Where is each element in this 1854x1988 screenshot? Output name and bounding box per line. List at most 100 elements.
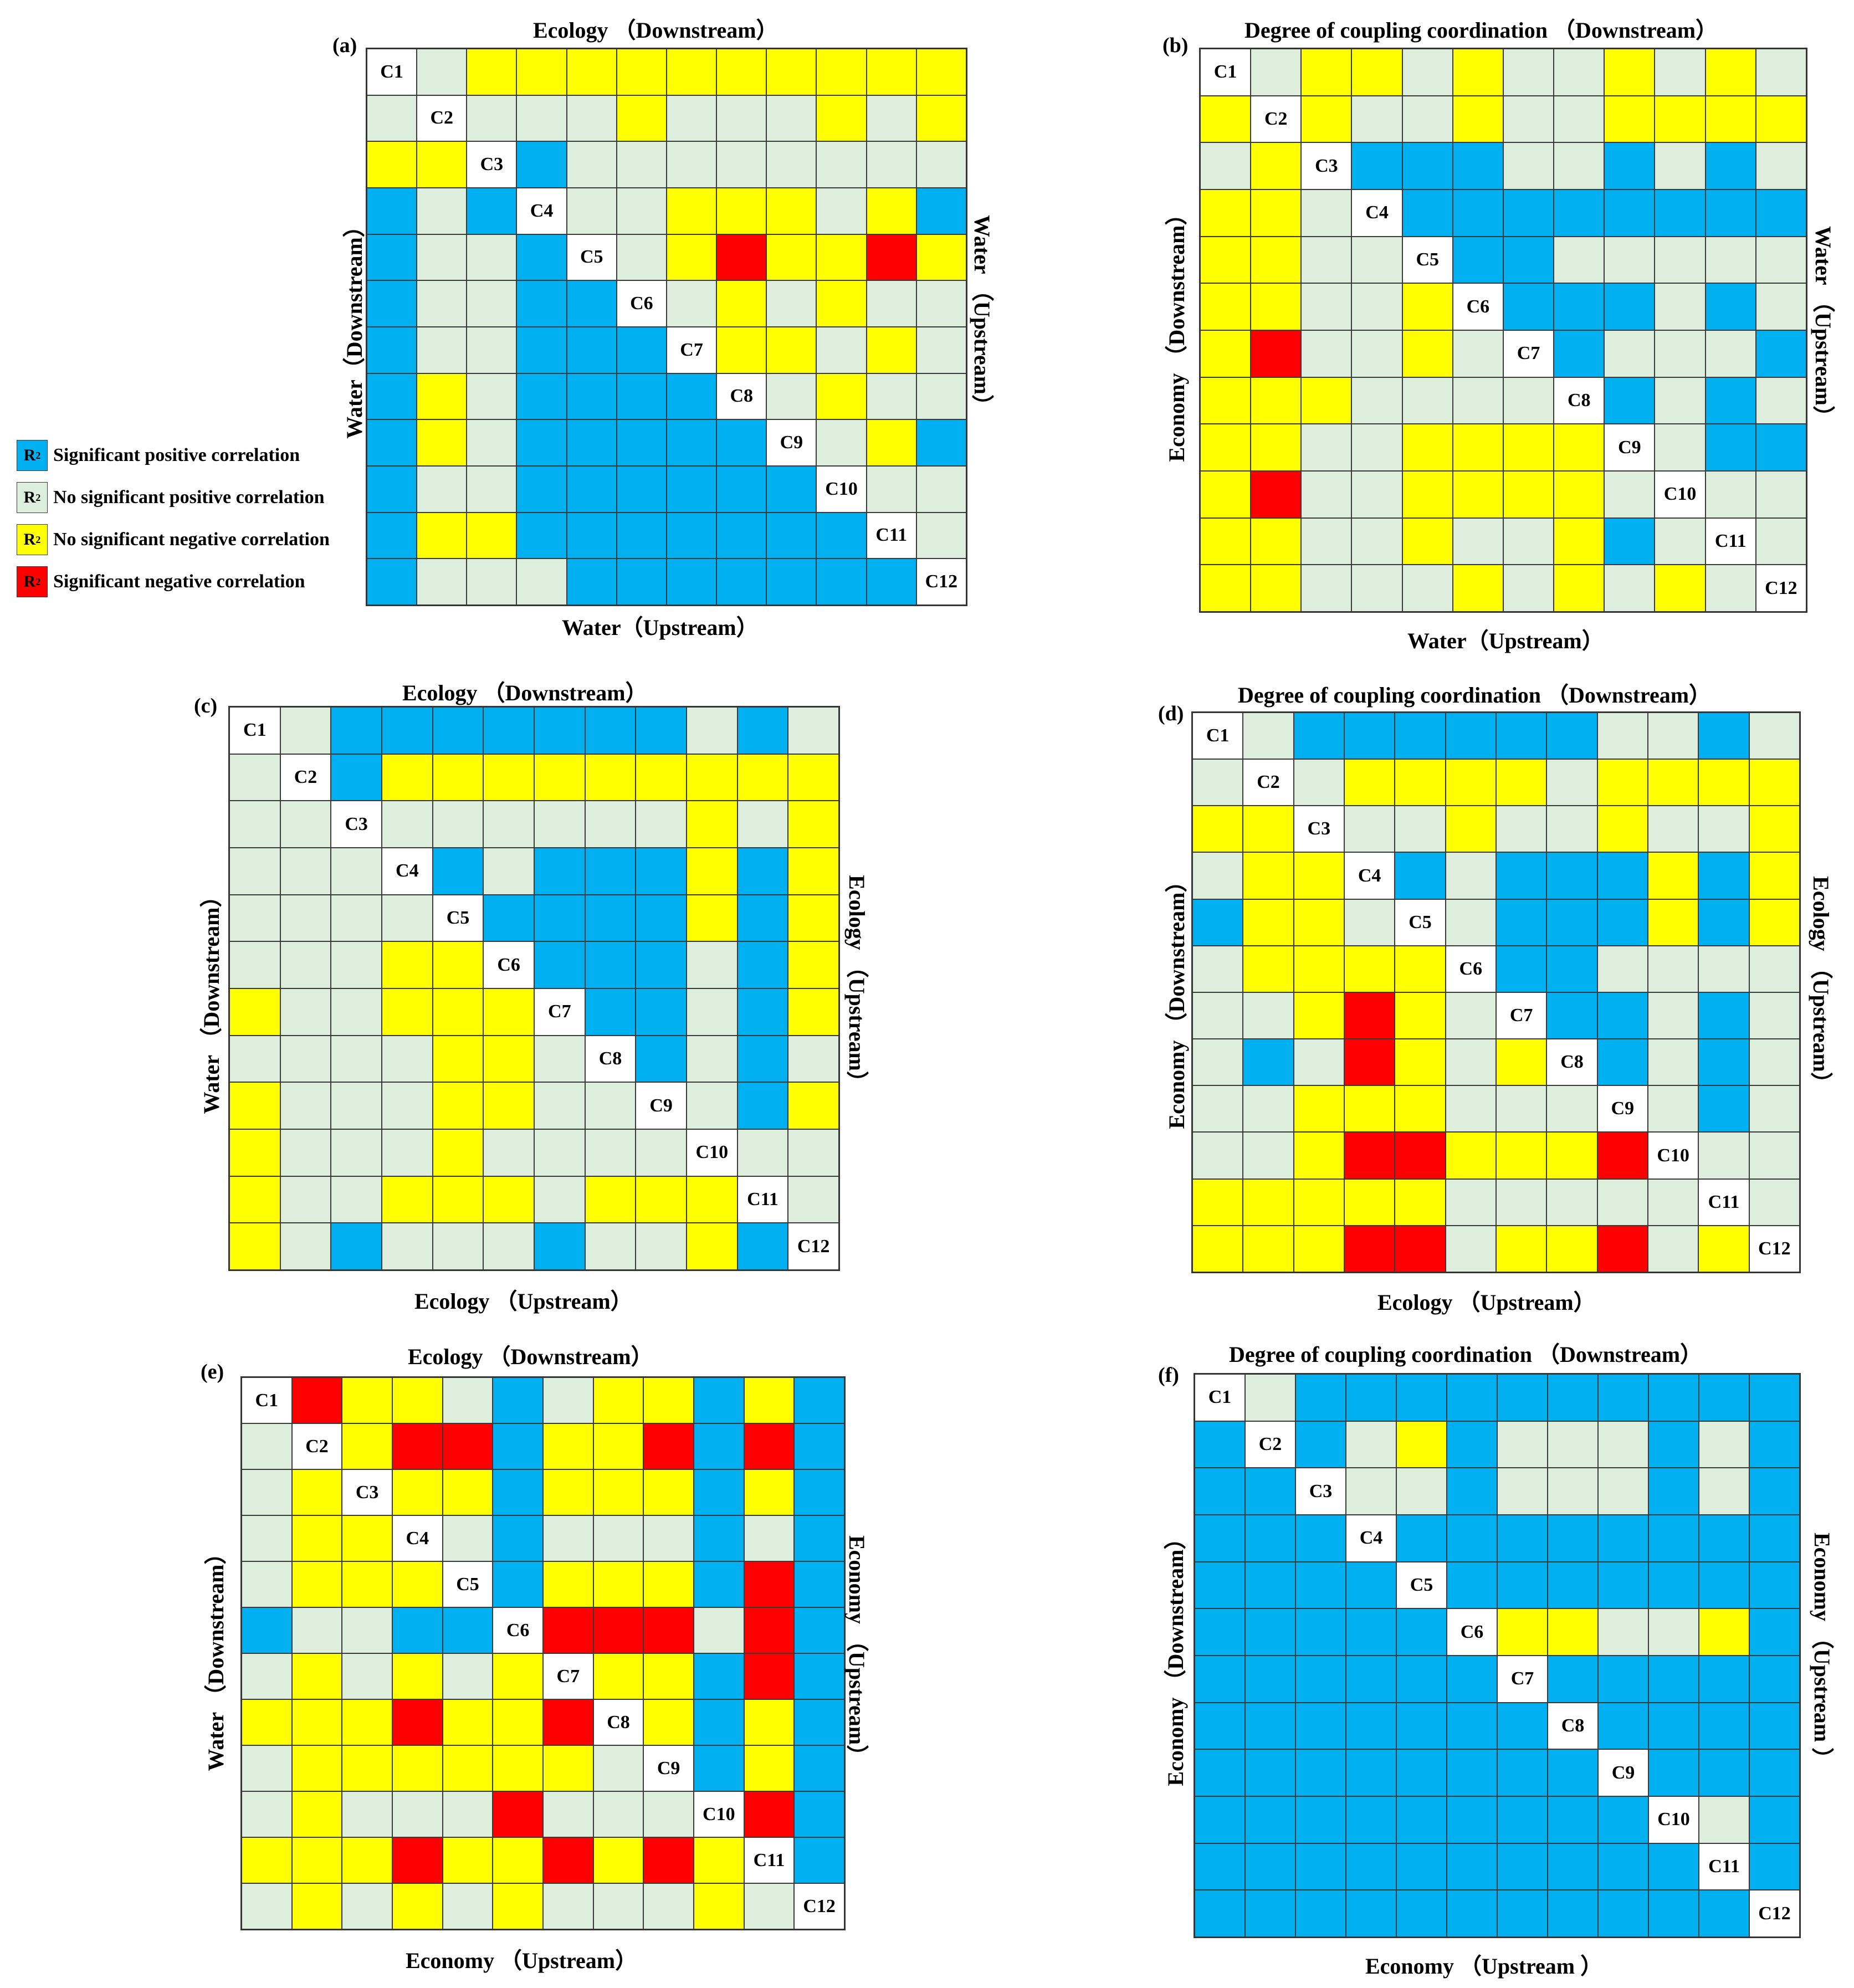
heatmap-cell xyxy=(1351,142,1402,189)
heatmap-cell xyxy=(516,559,567,605)
diagonal-label: C4 xyxy=(392,1515,443,1561)
heatmap-cell xyxy=(866,187,916,234)
heatmap-cell xyxy=(1705,283,1756,330)
heatmap-cell xyxy=(916,512,966,559)
heatmap-cell xyxy=(1705,424,1756,471)
heatmap-cell xyxy=(1396,1374,1447,1421)
heatmap-cell xyxy=(788,754,839,801)
heatmap-cell xyxy=(794,1607,844,1653)
heatmap-cell xyxy=(483,847,534,895)
heatmap-cell xyxy=(1344,713,1395,760)
diagonal-label: C10 xyxy=(1648,1796,1699,1843)
right-axis-label: Economy （Upstream） xyxy=(844,1535,869,1767)
heatmap-cell xyxy=(381,754,433,801)
diagonal-label: C1 xyxy=(367,49,417,95)
heatmap-cell xyxy=(737,847,788,895)
heatmap-cell xyxy=(516,373,567,420)
diagonal-label: C6 xyxy=(1452,283,1503,330)
heatmap-cell xyxy=(1192,1039,1243,1086)
heatmap-cell xyxy=(1503,283,1554,330)
heatmap-cell xyxy=(1192,1225,1243,1272)
heatmap-cell xyxy=(1648,1374,1699,1421)
diagonal-label: C11 xyxy=(1705,518,1756,565)
heatmap-cell xyxy=(1749,1655,1800,1703)
heatmap-cell xyxy=(1396,1702,1447,1750)
heatmap-cell xyxy=(1648,899,1699,946)
heatmap-cell xyxy=(585,754,636,801)
heatmap-cell xyxy=(636,894,687,942)
heatmap-cell xyxy=(1192,852,1243,899)
right-axis-label: Water （Upstream） xyxy=(970,214,995,417)
left-axis-label: Water（Downstream） xyxy=(342,215,367,439)
heatmap-cell xyxy=(1698,852,1749,899)
heatmap-cell xyxy=(766,280,817,327)
heatmap-cell xyxy=(381,1223,433,1270)
heatmap-cell xyxy=(1604,236,1655,284)
heatmap-cell xyxy=(916,95,966,142)
diagonal-label: C9 xyxy=(636,1082,687,1129)
heatmap-cell xyxy=(542,1607,593,1653)
heatmap-cell xyxy=(291,1837,342,1883)
heatmap-cell xyxy=(1195,1890,1245,1937)
heatmap-cell xyxy=(794,1469,844,1515)
x-axis-label: Ecology （Upstream） xyxy=(414,1289,633,1314)
heatmap-cell xyxy=(566,95,617,142)
heatmap-cell xyxy=(1344,992,1395,1039)
heatmap-cell xyxy=(693,1515,744,1561)
heatmap-cell xyxy=(342,1791,392,1837)
heatmap-cell xyxy=(666,280,717,327)
heatmap-cell xyxy=(1598,1608,1648,1656)
heatmap-cell xyxy=(744,1699,795,1745)
heatmap-cell xyxy=(737,1223,788,1270)
heatmap-cell xyxy=(1245,1514,1295,1562)
heatmap-cell xyxy=(1648,1039,1699,1086)
heatmap-cell xyxy=(616,419,667,466)
heatmap-cell xyxy=(1402,330,1453,377)
heatmap-cell xyxy=(1200,424,1251,471)
heatmap-cell xyxy=(1351,470,1402,518)
heatmap-cell xyxy=(593,1837,644,1883)
heatmap-cell xyxy=(716,559,767,605)
heatmap-cell xyxy=(666,141,717,188)
heatmap-cell xyxy=(686,941,737,988)
heatmap-cell xyxy=(493,1837,543,1883)
heatmap-cell xyxy=(766,141,817,188)
heatmap-cell xyxy=(1698,1132,1749,1179)
heatmap-cell xyxy=(1395,713,1446,760)
heatmap-cell xyxy=(788,707,839,754)
heatmap-cell xyxy=(916,419,966,466)
heatmap-cell xyxy=(1402,95,1453,143)
heatmap-cell xyxy=(1699,1749,1749,1796)
heatmap-cell xyxy=(1749,1374,1800,1421)
heatmap-cell xyxy=(342,1515,392,1561)
heatmap-cell xyxy=(566,512,617,559)
heatmap-cell xyxy=(1749,1468,1800,1515)
heatmap-cell xyxy=(585,1176,636,1223)
heatmap-cell xyxy=(1749,1749,1800,1796)
heatmap-cell xyxy=(585,1129,636,1176)
heatmap-cell xyxy=(1243,899,1294,946)
heatmap-cell xyxy=(1295,1796,1346,1843)
heatmap-cell xyxy=(1755,330,1806,377)
heatmap-cell xyxy=(616,512,667,559)
heatmap-cell xyxy=(566,559,617,605)
heatmap-cell xyxy=(1243,1179,1294,1226)
heatmap-cell xyxy=(1698,1039,1749,1086)
heatmap-cell xyxy=(542,1837,593,1883)
heatmap-cell xyxy=(1546,759,1597,806)
heatmap-cell xyxy=(1655,236,1706,284)
heatmap-cell xyxy=(816,234,867,281)
heatmap-cell xyxy=(483,894,534,942)
heatmap-cell xyxy=(744,1607,795,1653)
heatmap-cell xyxy=(467,234,517,281)
heatmap-cell xyxy=(788,1129,839,1176)
heatmap-cell xyxy=(467,465,517,513)
heatmap-cell xyxy=(1301,95,1352,143)
heatmap-cell xyxy=(467,280,517,327)
heatmap-cell xyxy=(1251,565,1302,612)
diagonal-label: C8 xyxy=(593,1699,644,1745)
heatmap-cell xyxy=(1346,1890,1396,1937)
heatmap-cell xyxy=(1604,565,1655,612)
heatmap-cell xyxy=(1295,1514,1346,1562)
